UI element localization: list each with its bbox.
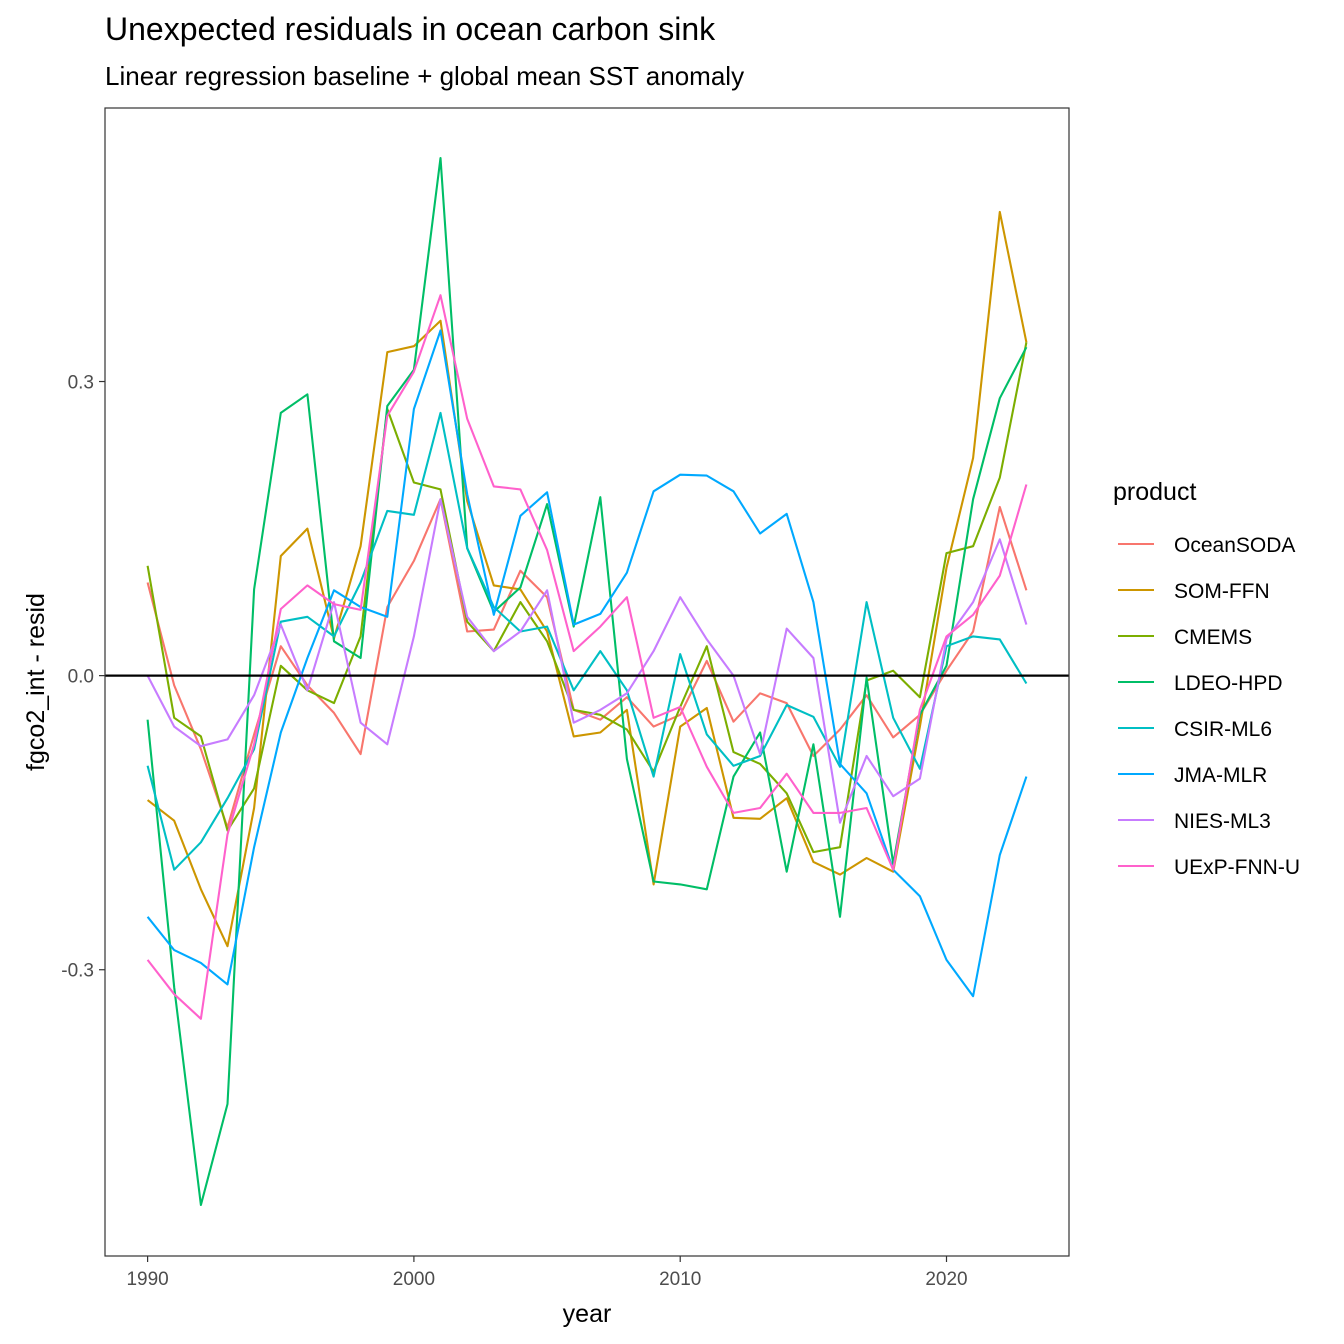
legend-label: NIES-ML3 bbox=[1174, 810, 1271, 833]
chart-subtitle: Linear regression baseline + global mean… bbox=[105, 61, 744, 91]
x-axis-title: year bbox=[563, 1300, 612, 1328]
y-axis-title: fgco2_int - resid bbox=[22, 593, 50, 771]
series-line-0 bbox=[146, 498, 1028, 829]
series-line-5 bbox=[146, 329, 1028, 998]
series-line-6 bbox=[146, 498, 1028, 824]
y-tick-label: 0.3 bbox=[68, 373, 94, 394]
legend-label: CSIR-ML6 bbox=[1174, 718, 1272, 741]
legend-label: CMEMS bbox=[1174, 626, 1252, 649]
chart-title: Unexpected residuals in ocean carbon sin… bbox=[105, 11, 716, 47]
series-line-3 bbox=[146, 156, 1028, 1207]
legend-label: LDEO-HPD bbox=[1174, 672, 1283, 695]
legend-label: JMA-MLR bbox=[1174, 764, 1267, 787]
legend-label: SOM-FFN bbox=[1174, 580, 1270, 603]
x-tick-label: 2010 bbox=[659, 1269, 701, 1290]
series-line-1 bbox=[146, 210, 1028, 948]
legend-label: UExP-FNN-U bbox=[1174, 856, 1300, 879]
y-tick-label: 0.0 bbox=[68, 667, 94, 688]
plot-area: 1990 2000 2010 2020 -0.3 0.0 0.3 bbox=[61, 107, 1070, 1290]
y-tick-label: -0.3 bbox=[61, 961, 94, 982]
x-tick-label: 2020 bbox=[925, 1269, 967, 1290]
x-tick-label: 1990 bbox=[126, 1269, 168, 1290]
panel-border bbox=[104, 107, 1070, 1257]
x-tick-label: 2000 bbox=[393, 1269, 435, 1290]
legend-label: OceanSODA bbox=[1174, 534, 1295, 557]
series-line-4 bbox=[146, 411, 1028, 871]
legend: product OceanSODA SOM-FFN CMEMS LDEO-HPD CSI… bbox=[1113, 478, 1300, 879]
series-line-7 bbox=[146, 294, 1028, 1020]
legend-title: product bbox=[1113, 478, 1196, 506]
